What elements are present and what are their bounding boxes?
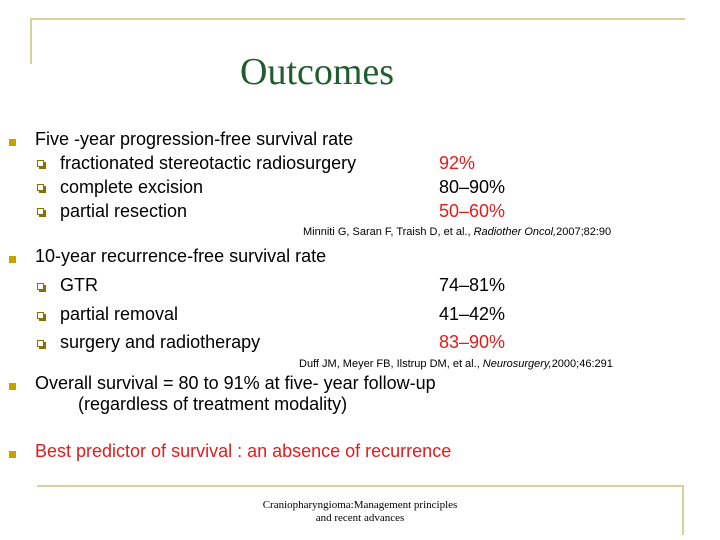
footer-line2: and recent advances <box>315 512 405 524</box>
sub-bullet-icon <box>37 160 46 169</box>
sub-bullet-icon <box>37 208 46 217</box>
sub-bullet-icon <box>37 283 46 292</box>
section1-row-value: 92% <box>439 153 476 173</box>
section2-row-label: surgery and radiotherapy <box>60 332 261 352</box>
bottom-right-rule <box>682 485 684 535</box>
footer-line1: Craniopharyngioma:Management principles <box>262 499 458 511</box>
overall-survival-line2: (regardless of treatment modality) <box>78 394 348 414</box>
bullet-icon <box>9 383 16 390</box>
section1-row-value: 50–60% <box>439 201 506 221</box>
bullet-icon <box>9 256 16 263</box>
section1-row-label: partial resection <box>60 201 188 221</box>
citation-ref: 2000;46:291 <box>551 358 613 370</box>
top-rule <box>30 18 685 20</box>
section2-row-label: GTR <box>60 275 98 295</box>
section1-row-label: complete excision <box>60 177 204 197</box>
overall-survival-line1: Overall survival = 80 to 91% at five- ye… <box>35 373 436 393</box>
section2-row-value: 74–81% <box>439 275 506 295</box>
top-left-rule <box>30 18 32 64</box>
bullet-icon <box>9 451 16 458</box>
citation-authors: Minniti G, Saran F, Traish D, et al., <box>303 226 474 238</box>
sub-bullet-icon <box>37 184 46 193</box>
section2-row-label: partial removal <box>60 304 179 324</box>
citation-journal: Neurosurgery, <box>482 358 552 370</box>
footer: Craniopharyngioma:Management principles … <box>240 499 480 525</box>
sub-bullet-icon <box>37 340 46 349</box>
section1-heading: Five -year progression-free survival rat… <box>35 129 354 149</box>
section2-row-value: 41–42% <box>439 304 506 324</box>
section2-citation: Duff JM, Meyer FB, Ilstrup DM, et al., N… <box>299 358 613 371</box>
citation-authors: Duff JM, Meyer FB, Ilstrup DM, et al., <box>299 358 483 370</box>
best-predictor-text: Best predictor of survival : an absence … <box>35 441 452 461</box>
citation-journal: Radiother Oncol, <box>473 226 557 238</box>
section1-row-value: 80–90% <box>439 177 506 197</box>
sub-bullet-icon <box>37 312 46 321</box>
section2-heading: 10-year recurrence-free survival rate <box>35 246 327 266</box>
bullet-icon <box>9 139 16 146</box>
bottom-rule <box>37 485 683 487</box>
section1-citation: Minniti G, Saran F, Traish D, et al., Ra… <box>303 226 611 239</box>
citation-ref: 2007;82:90 <box>556 226 612 238</box>
section2-row-value: 83–90% <box>439 332 506 352</box>
section1-row-label: fractionated stereotactic radiosurgery <box>60 153 357 173</box>
slide-title: Outcomes <box>240 51 395 93</box>
